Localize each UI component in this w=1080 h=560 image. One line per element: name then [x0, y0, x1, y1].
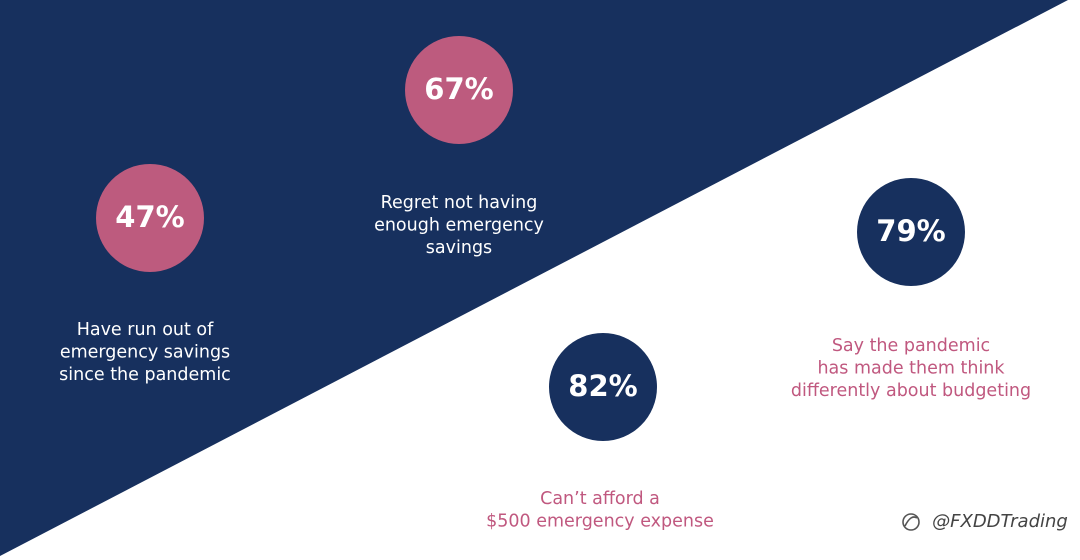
- stat-label: enough emergency: [374, 216, 544, 236]
- stat-label: Have run out of: [77, 320, 214, 340]
- stat-label: Can’t afford a: [540, 489, 660, 509]
- stat-label: Regret not having: [381, 193, 538, 213]
- stat-label: $500 emergency expense: [486, 512, 714, 532]
- stat-label: since the pandemic: [59, 365, 231, 385]
- stat-label: differently about budgeting: [791, 381, 1031, 401]
- stat-circle: [549, 333, 657, 441]
- stat-label: has made them think: [817, 359, 1005, 379]
- stat-value: 82%: [568, 369, 637, 403]
- stat-value: 79%: [876, 214, 945, 248]
- stat-label: emergency savings: [60, 343, 230, 363]
- watermark-icon: [902, 513, 920, 531]
- stat-label: savings: [426, 238, 492, 258]
- stat-circle: [96, 164, 204, 272]
- stat-value: 67%: [424, 72, 493, 106]
- stat-circle: [405, 36, 513, 144]
- stat-label: Say the pandemic: [832, 336, 990, 356]
- watermark: @FXDDTrading: [932, 511, 1068, 532]
- stat-value: 47%: [115, 200, 184, 234]
- stat-circle: [857, 178, 965, 286]
